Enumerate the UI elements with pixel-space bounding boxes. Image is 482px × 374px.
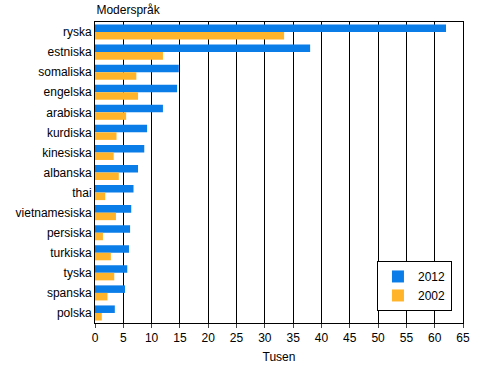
- svg-text:45: 45: [343, 331, 357, 345]
- svg-text:spanska: spanska: [47, 286, 92, 300]
- svg-text:albanska: albanska: [44, 166, 92, 180]
- svg-text:thai: thai: [72, 186, 91, 200]
- svg-text:polska: polska: [57, 306, 92, 320]
- svg-text:estniska: estniska: [48, 45, 92, 59]
- svg-text:engelska: engelska: [44, 85, 92, 99]
- svg-text:somaliska: somaliska: [38, 65, 92, 79]
- svg-text:15: 15: [173, 331, 187, 345]
- svg-text:ryska: ryska: [63, 25, 92, 39]
- svg-text:2012: 2012: [418, 270, 445, 284]
- svg-text:turkiska: turkiska: [50, 246, 92, 260]
- svg-text:vietnamesiska: vietnamesiska: [16, 206, 92, 220]
- svg-text:Moderspråk: Moderspråk: [96, 3, 160, 17]
- svg-text:55: 55: [400, 331, 414, 345]
- svg-text:40: 40: [315, 331, 329, 345]
- svg-text:tyska: tyska: [64, 266, 92, 280]
- svg-text:60: 60: [428, 331, 442, 345]
- svg-text:50: 50: [371, 331, 385, 345]
- svg-text:2002: 2002: [418, 289, 445, 303]
- svg-text:30: 30: [258, 331, 272, 345]
- svg-text:arabiska: arabiska: [46, 106, 92, 120]
- svg-text:Tusen: Tusen: [263, 350, 296, 364]
- svg-text:kinesiska: kinesiska: [42, 146, 92, 160]
- svg-text:20: 20: [202, 331, 216, 345]
- svg-text:0: 0: [92, 331, 99, 345]
- svg-text:kurdiska: kurdiska: [47, 126, 92, 140]
- svg-text:10: 10: [145, 331, 159, 345]
- svg-text:35: 35: [286, 331, 300, 345]
- svg-text:25: 25: [230, 331, 244, 345]
- svg-text:persiska: persiska: [47, 226, 92, 240]
- svg-text:5: 5: [120, 331, 127, 345]
- svg-text:65: 65: [456, 331, 470, 345]
